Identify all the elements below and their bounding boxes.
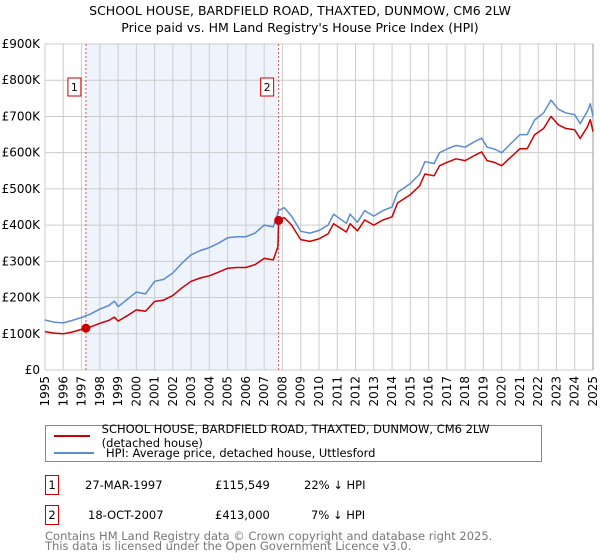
- x-tick-label: 2018: [458, 376, 472, 407]
- x-tick-label: 2015: [403, 376, 417, 407]
- y-tick-label: £900K: [2, 37, 42, 51]
- legend-label: HPI: Average price, detached house, Uttl…: [106, 446, 376, 460]
- x-tick-label: 2014: [385, 376, 399, 407]
- shaded-ownership-period: [85, 44, 279, 370]
- x-tick-label: 1996: [56, 376, 70, 407]
- sale-marker-badge: 2: [45, 505, 59, 525]
- x-tick-label: 1995: [38, 376, 52, 407]
- legend-swatch-red: [54, 435, 90, 437]
- x-tick-label: 2017: [440, 376, 454, 407]
- legend-label: SCHOOL HOUSE, BARDFIELD ROAD, THAXTED, D…: [101, 422, 490, 450]
- x-tick-label: 2003: [184, 376, 198, 407]
- sale-price: £413,000: [215, 508, 270, 522]
- x-tick-label: 2009: [294, 376, 308, 407]
- sale-hpi-diff: 7% ↓ HPI: [311, 508, 366, 522]
- sale-label-number: 2: [264, 81, 271, 94]
- footer-copyright: Contains HM Land Registry data © Crown c…: [45, 529, 493, 543]
- x-tick-label: 2007: [257, 376, 271, 407]
- footer-licence: This data is licensed under the Open Gov…: [45, 539, 412, 553]
- x-tick-label: 2006: [239, 376, 253, 407]
- x-tick-label: 2002: [166, 376, 180, 407]
- chart-title: SCHOOL HOUSE, BARDFIELD ROAD, THAXTED, D…: [89, 3, 511, 18]
- price-paid-line: [44, 115, 594, 335]
- sale-date: 18-OCT-2007: [88, 508, 164, 522]
- y-tick-label: £0: [25, 363, 40, 377]
- footer: Contains HM Land Registry data © Crown c…: [45, 529, 493, 553]
- x-tick-label: 2023: [549, 376, 563, 407]
- x-tick-label: 2004: [202, 376, 216, 407]
- x-tick-label: 1997: [75, 376, 89, 407]
- legend-swatch-blue: [54, 452, 94, 454]
- sale-hpi-diff: 22% ↓ HPI: [304, 478, 366, 492]
- sale-date: 27-MAR-1997: [85, 478, 163, 492]
- x-tick-label: 1999: [111, 376, 125, 407]
- x-tick-label: 2024: [568, 376, 582, 407]
- x-tick-label: 2020: [495, 376, 509, 407]
- sale-label-box: [67, 77, 82, 97]
- chart-subtitle: Price paid vs. HM Land Registry's House …: [121, 20, 478, 35]
- y-tick-label: £300K: [2, 254, 42, 268]
- x-tick-label: 2013: [367, 376, 381, 407]
- x-tick-label: 2025: [586, 376, 600, 407]
- legend-item-property: SCHOOL HOUSE, BARDFIELD ROAD, THAXTED, D…: [54, 422, 541, 450]
- sale-price: £115,549: [215, 478, 270, 492]
- y-tick-label: £800K: [2, 73, 42, 87]
- x-tick-label: 1998: [93, 376, 107, 407]
- sale-label-box: [260, 77, 275, 97]
- sale-marker-badge: 1: [45, 475, 59, 495]
- x-tick-label: 2001: [148, 376, 162, 407]
- price-chart: SCHOOL HOUSE, BARDFIELD ROAD, THAXTED, D…: [2, 3, 600, 407]
- sale-point: [81, 323, 91, 333]
- x-tick-label: 2022: [531, 376, 545, 407]
- legend-item-hpi: HPI: Average price, detached house, Uttl…: [54, 445, 376, 461]
- y-tick-label: £700K: [2, 109, 42, 123]
- x-tick-label: 2005: [221, 376, 235, 407]
- y-tick-label: £200K: [2, 291, 42, 305]
- x-tick-label: 2000: [129, 376, 143, 407]
- hpi-line: [44, 99, 594, 324]
- x-tick-label: 2012: [349, 376, 363, 407]
- legend: SCHOOL HOUSE, BARDFIELD ROAD, THAXTED, D…: [45, 422, 542, 462]
- x-tick-label: 2010: [312, 376, 326, 407]
- x-tick-label: 2008: [275, 376, 289, 407]
- y-tick-label: £600K: [2, 146, 42, 160]
- x-tick-label: 2019: [476, 376, 490, 407]
- x-tick-label: 2021: [513, 376, 527, 407]
- y-tick-label: £100K: [2, 327, 42, 341]
- x-tick-label: 2011: [330, 376, 344, 407]
- sale-point: [274, 215, 284, 225]
- y-tick-label: £500K: [2, 182, 42, 196]
- x-tick-label: 2016: [422, 376, 436, 407]
- y-tick-label: £400K: [2, 218, 42, 232]
- sale-label-number: 1: [71, 81, 78, 94]
